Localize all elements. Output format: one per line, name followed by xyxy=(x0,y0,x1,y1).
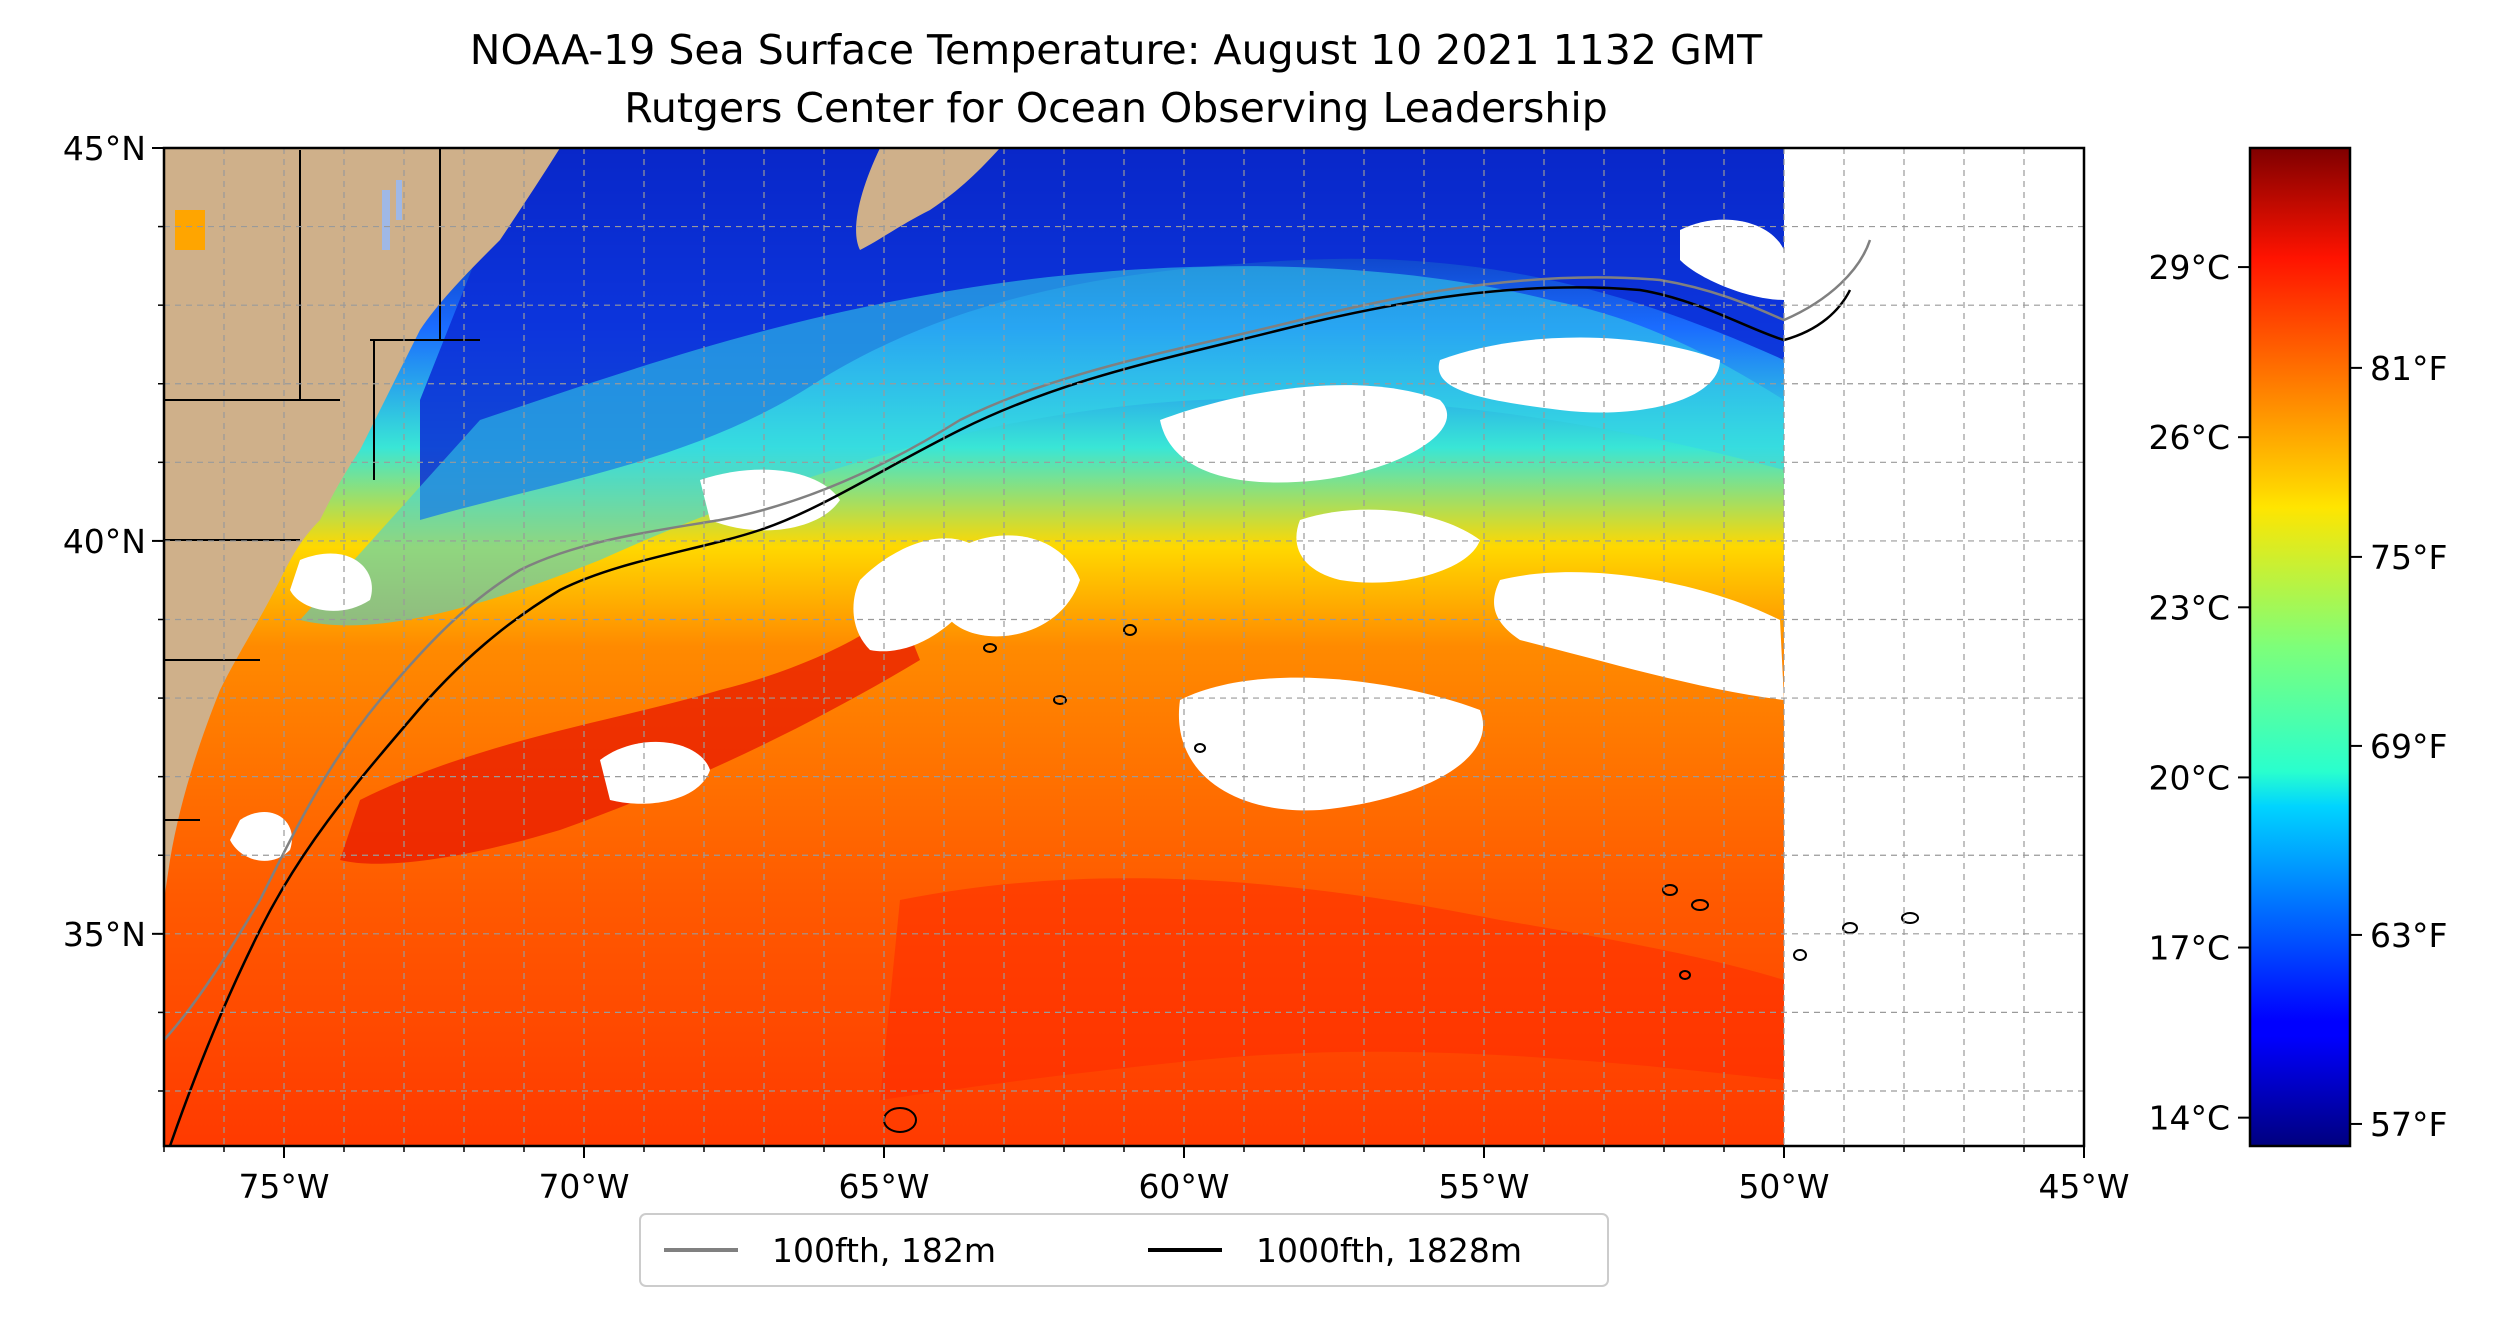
map-gridlines xyxy=(163,147,2085,1146)
state-borders xyxy=(164,148,480,821)
x-tick-label: 45°W xyxy=(2038,1167,2129,1206)
isobath-legend: 100fth, 182m 1000fth, 1828m xyxy=(639,1213,1609,1287)
colorbar-celsius-ticks: 29°C 26°C 23°C 20°C 17°C 14°C xyxy=(2148,248,2250,1138)
cb-celsius-label: 17°C xyxy=(2148,929,2230,968)
cb-fahrenheit-label: 69°F xyxy=(2370,727,2447,766)
cb-celsius-label: 26°C xyxy=(2148,418,2230,457)
legend-label-100fth: 100fth, 182m xyxy=(772,1231,996,1270)
cb-fahrenheit-label: 57°F xyxy=(2370,1105,2447,1144)
legend-label-1000fth: 1000fth, 1828m xyxy=(1256,1231,1522,1270)
latitude-axis: 45°N 40°N 35°N xyxy=(63,129,164,1092)
x-tick-label: 65°W xyxy=(838,1167,929,1206)
x-tick-label: 50°W xyxy=(1738,1167,1829,1206)
warm-southern-band xyxy=(880,878,1784,1100)
no-data-east xyxy=(1784,148,2084,1146)
x-tick-label: 60°W xyxy=(1138,1167,1229,1206)
y-tick-label: 45°N xyxy=(63,129,146,168)
colorbar-fahrenheit-ticks: 81°F 75°F 69°F 63°F 57°F xyxy=(2350,349,2447,1144)
figure-subtitle: Rutgers Center for Ocean Observing Leade… xyxy=(624,84,1608,132)
colorbar: 29°C 26°C 23°C 20°C 17°C 14°C 81°F 75°F 69°F 63°… xyxy=(2148,146,2447,1148)
cb-celsius-label: 23°C xyxy=(2148,588,2230,627)
figure-title: NOAA-19 Sea Surface Temperature: August … xyxy=(470,26,1763,74)
cb-fahrenheit-label: 81°F xyxy=(2370,349,2447,388)
x-tick-label: 70°W xyxy=(538,1167,629,1206)
cold-water-region xyxy=(420,148,1784,520)
cb-celsius-label: 20°C xyxy=(2148,758,2230,797)
cool-water-band xyxy=(300,266,1784,626)
y-tick-label: 40°N xyxy=(63,522,146,561)
land-mass-nova-scotia xyxy=(856,148,1000,250)
cb-fahrenheit-label: 63°F xyxy=(2370,916,2447,955)
land-mass xyxy=(164,148,560,900)
isobath-1000fth xyxy=(168,286,1852,1146)
cb-celsius-label: 29°C xyxy=(2148,248,2230,287)
x-tick-label: 75°W xyxy=(238,1167,329,1206)
lakes xyxy=(175,180,402,250)
isobath-100fth xyxy=(164,239,1872,1041)
longitude-axis: 75°W 70°W 65°W 60°W 55°W 50°W 45°W xyxy=(163,1146,2130,1206)
y-tick-label: 35°N xyxy=(63,915,146,954)
cb-fahrenheit-label: 75°F xyxy=(2370,538,2447,577)
cb-celsius-label: 14°C xyxy=(2148,1099,2230,1138)
x-tick-label: 55°W xyxy=(1438,1167,1529,1206)
colorbar-bar xyxy=(2248,146,2352,1148)
gulf-stream-core xyxy=(340,610,920,864)
legend-box xyxy=(639,1213,1609,1287)
